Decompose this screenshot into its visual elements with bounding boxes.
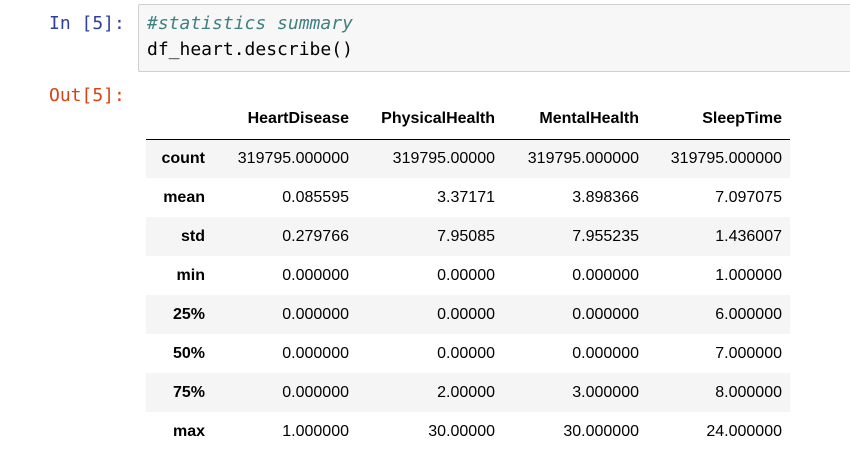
table-cell: 7.000000: [715, 344, 782, 362]
table-row: 75% 0.000000 2.00000 3.000000 8.000000: [146, 373, 790, 412]
input-prompt: In [5]:: [49, 13, 125, 34]
row-label: max: [172, 422, 205, 440]
code-comment-line: #statistics summary: [147, 13, 353, 34]
table-cell: 6.000000: [715, 305, 782, 323]
row-label: count: [161, 149, 205, 167]
table-cell: 0.000000: [282, 266, 349, 284]
table-cell: 0.279766: [282, 227, 349, 245]
code-statement-line: df_heart.describe(): [147, 39, 353, 60]
table-row: max 1.000000 30.00000 30.000000 24.00000…: [146, 412, 790, 451]
table-row: 50% 0.000000 0.00000 0.000000 7.000000: [146, 334, 790, 373]
table-row: std 0.279766 7.95085 7.955235 1.436007: [146, 217, 790, 256]
table-cell: 0.00000: [437, 305, 495, 323]
row-label: 25%: [172, 305, 205, 323]
table-cell: 24.000000: [706, 422, 782, 440]
table-cell: 0.00000: [437, 344, 495, 362]
table-cell: 0.000000: [282, 344, 349, 362]
table-cell: 3.898366: [572, 188, 639, 206]
table-cell: 30.00000: [428, 422, 495, 440]
table-row: count 319795.000000 319795.00000 319795.…: [146, 139, 790, 178]
table-cell: 319795.00000: [392, 149, 495, 167]
column-header-physicalhealth: PhysicalHealth: [357, 100, 503, 140]
output-prompt: Out[5]:: [49, 85, 125, 106]
table-cell: 319795.000000: [237, 149, 349, 167]
table-cell: 0.000000: [282, 305, 349, 323]
column-header-mentalhealth: MentalHealth: [503, 100, 647, 140]
table-cell: 3.37171: [437, 188, 495, 206]
table-cell: 7.097075: [715, 188, 782, 206]
table-row: min 0.000000 0.00000 0.000000 1.000000: [146, 256, 790, 295]
table-cell: 2.00000: [437, 383, 495, 401]
row-label: std: [181, 227, 205, 245]
table-cell: 0.000000: [572, 344, 639, 362]
describe-output-table: HeartDisease PhysicalHealth MentalHealth…: [146, 100, 790, 451]
table-cell: 0.000000: [572, 266, 639, 284]
table-cell: 0.085595: [282, 188, 349, 206]
table-cell: 0.000000: [282, 383, 349, 401]
row-label: 50%: [172, 344, 205, 362]
table-cell: 7.955235: [572, 227, 639, 245]
table-cell: 0.00000: [437, 266, 495, 284]
table-cell: 3.000000: [572, 383, 639, 401]
row-label: min: [176, 266, 205, 284]
column-header-sleeptime: SleepTime: [647, 100, 790, 140]
table-row: 25% 0.000000 0.00000 0.000000 6.000000: [146, 295, 790, 334]
table-cell: 1.436007: [715, 227, 782, 245]
table-cell: 7.95085: [437, 227, 495, 245]
code-cell-editor[interactable]: #statistics summary df_heart.describe(): [138, 4, 850, 72]
table-row: mean 0.085595 3.37171 3.898366 7.097075: [146, 178, 790, 217]
table-cell: 30.000000: [563, 422, 639, 440]
table-cell: 319795.000000: [670, 149, 782, 167]
row-label: 75%: [172, 383, 205, 401]
row-label: mean: [163, 188, 205, 206]
table-cell: 1.000000: [715, 266, 782, 284]
table-header-row: HeartDisease PhysicalHealth MentalHealth…: [146, 100, 790, 140]
index-header: [146, 100, 213, 140]
table-cell: 319795.000000: [527, 149, 639, 167]
table-cell: 8.000000: [715, 383, 782, 401]
column-header-heartdisease: HeartDisease: [213, 100, 357, 140]
table-cell: 0.000000: [572, 305, 639, 323]
table-cell: 1.000000: [282, 422, 349, 440]
